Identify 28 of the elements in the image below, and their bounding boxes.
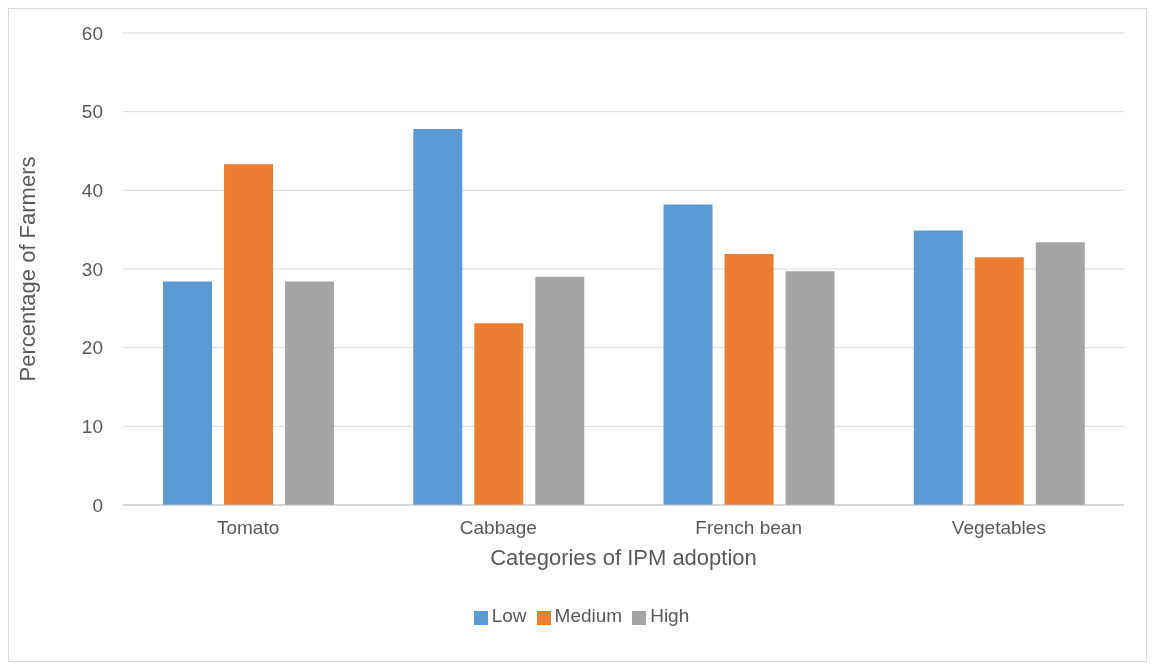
bar bbox=[785, 271, 835, 505]
y-tick-label: 10 bbox=[81, 416, 103, 438]
x-tick-label: Cabbage bbox=[459, 517, 537, 539]
bar bbox=[163, 281, 213, 505]
bar bbox=[663, 204, 713, 505]
bar bbox=[974, 257, 1024, 505]
legend-label: Medium bbox=[554, 605, 623, 626]
legend-label: Low bbox=[491, 605, 527, 626]
bar bbox=[224, 164, 274, 505]
y-axis-title: Percentage of Farmers bbox=[14, 156, 40, 382]
legend-label: High bbox=[650, 605, 690, 626]
x-tick-label: French bean bbox=[695, 517, 802, 539]
bar bbox=[724, 254, 774, 505]
y-tick-label: 30 bbox=[81, 258, 103, 280]
y-tick-label: 40 bbox=[81, 180, 103, 202]
y-tick-label: 20 bbox=[81, 337, 103, 359]
y-tick-label: 0 bbox=[92, 494, 103, 516]
x-tick-label: Vegetables bbox=[951, 517, 1046, 539]
x-axis-title: Categories of IPM adoption bbox=[490, 545, 757, 570]
y-tick-label: 50 bbox=[81, 101, 103, 123]
bar bbox=[474, 323, 524, 505]
bar bbox=[535, 276, 585, 505]
bar bbox=[413, 128, 463, 505]
bar bbox=[285, 281, 335, 505]
bar bbox=[913, 230, 963, 505]
bar bbox=[1035, 242, 1085, 505]
y-tick-label: 60 bbox=[81, 22, 103, 44]
x-tick-label: Tomato bbox=[216, 517, 280, 539]
